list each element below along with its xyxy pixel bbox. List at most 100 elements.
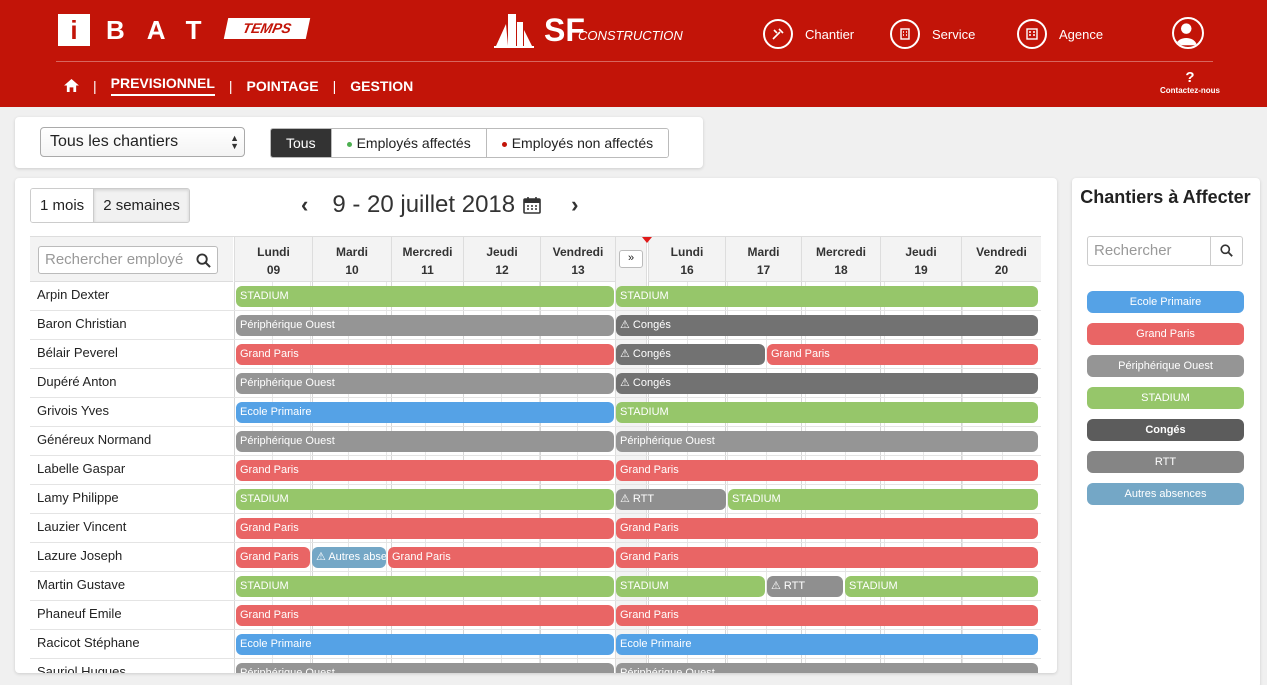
building-icon (890, 19, 920, 49)
assignment-label: Périphérique Ouest (240, 667, 335, 673)
calendar-icon[interactable] (523, 196, 541, 214)
home-icon[interactable] (64, 79, 79, 92)
site-select[interactable]: Tous les chantiers ▲ ▼ (40, 127, 245, 157)
filter-all[interactable]: Tous (271, 129, 332, 157)
employee-name[interactable]: Phaneuf Emile (37, 606, 122, 621)
search-icon[interactable] (196, 253, 211, 268)
ibat-logo-i[interactable]: i (58, 14, 90, 46)
employee-row: Sauriol Hugues Périphérique Ouest Périphér… (30, 659, 1041, 673)
assignment-bar[interactable]: Périphérique Ouest (236, 373, 614, 394)
employee-name[interactable]: Baron Christian (37, 316, 127, 331)
nav-chantier[interactable]: Chantier (763, 17, 854, 51)
menu-pointage[interactable]: POINTAGE (246, 77, 319, 94)
assignment-bar[interactable]: STADIUM (616, 576, 765, 597)
office-icon (1017, 19, 1047, 49)
employee-name[interactable]: Labelle Gaspar (37, 461, 126, 476)
assignment-bar[interactable]: Périphérique Ouest (236, 431, 614, 452)
nav-service[interactable]: Service (890, 17, 975, 51)
assignment-bar[interactable]: Grand Paris (767, 344, 1038, 365)
assignment-bar[interactable]: Périphérique Ouest (236, 663, 614, 673)
assignment-bar[interactable]: STADIUM (728, 489, 1038, 510)
assignment-bar[interactable]: STADIUM (236, 489, 614, 510)
ibat-logo-text[interactable]: BAT (106, 15, 224, 45)
temps-logo[interactable]: TEMPS (223, 18, 311, 39)
assignment-bar[interactable]: ⚠ Congés (616, 373, 1038, 394)
site-search-placeholder: Rechercher (1094, 242, 1172, 259)
assignment-bar[interactable]: Grand Paris (616, 547, 1038, 568)
assignment-bar[interactable]: Grand Paris (236, 518, 614, 539)
filter-assigned[interactable]: Employés affectés (331, 129, 487, 157)
assignment-label: STADIUM (849, 580, 898, 592)
menu-previsionnel[interactable]: PREVISIONNEL (110, 75, 215, 96)
filter-unassigned[interactable]: Employés non affectés (486, 129, 669, 157)
help-contact[interactable]: ? Contactez-nous (1150, 70, 1230, 96)
chevron-left-icon[interactable]: ‹ (301, 192, 309, 217)
day-divider (234, 282, 235, 673)
employee-name[interactable]: Racicot Stéphane (37, 635, 140, 650)
assignment-bar[interactable]: Périphérique Ouest (236, 315, 614, 336)
employee-name[interactable]: Lauzier Vincent (37, 519, 127, 534)
assignment-bar[interactable]: Grand Paris (616, 460, 1038, 481)
assignment-bar[interactable]: Ecole Primaire (236, 402, 614, 423)
site-pill[interactable]: STADIUM (1087, 387, 1244, 409)
assignment-bar[interactable]: ⚠ Congés (616, 315, 1038, 336)
chevron-right-icon[interactable]: › (571, 192, 579, 217)
assignment-bar[interactable]: Périphérique Ouest (616, 431, 1038, 452)
today-marker-icon (642, 237, 652, 243)
assignment-bar[interactable]: Grand Paris (236, 605, 614, 626)
employee-name[interactable]: Lazure Joseph (37, 548, 123, 563)
assignment-bar[interactable]: Ecole Primaire (236, 634, 614, 655)
nav-agence[interactable]: Agence (1017, 17, 1103, 51)
assignment-bar[interactable]: ⚠ RTT (767, 576, 843, 597)
company-logo-sf: SF (544, 12, 585, 48)
employee-name[interactable]: Généreux Normand (37, 432, 152, 447)
assignment-bar[interactable]: Grand Paris (616, 518, 1038, 539)
employee-name[interactable]: Sauriol Hugues (37, 664, 126, 673)
assignment-bar[interactable]: ⚠ Congés (616, 344, 765, 365)
employee-row: Phaneuf Emile Grand Paris Grand Paris (30, 601, 1041, 630)
employee-name[interactable]: Martin Gustave (37, 577, 126, 592)
employee-name[interactable]: Bélair Peverel (37, 345, 118, 360)
assignment-bar[interactable]: STADIUM (616, 402, 1038, 423)
assignment-bar[interactable]: Périphérique Ouest (616, 663, 1038, 673)
user-avatar-icon[interactable] (1172, 17, 1204, 49)
site-pill[interactable]: Congés (1087, 419, 1244, 441)
assignment-bar[interactable]: Grand Paris (616, 605, 1038, 626)
site-pill[interactable]: Grand Paris (1087, 323, 1244, 345)
assignment-bar[interactable]: Grand Paris (236, 547, 310, 568)
site-search-button[interactable] (1210, 237, 1242, 265)
assignment-bar[interactable]: Grand Paris (236, 344, 614, 365)
employee-name[interactable]: Grivois Yves (37, 403, 110, 418)
assignment-bar[interactable]: ⚠ Autres absences (312, 547, 386, 568)
day-header: Lundi 09 (234, 237, 312, 282)
menu-gestion[interactable]: GESTION (350, 77, 414, 94)
employee-row: Baron Christian Périphérique Ouest ⚠ Congé… (30, 311, 1041, 340)
site-pill[interactable]: Périphérique Ouest (1087, 355, 1244, 377)
expand-button[interactable]: » (619, 250, 643, 268)
employee-name[interactable]: Lamy Philippe (37, 490, 119, 505)
assignment-bar[interactable]: STADIUM (236, 576, 614, 597)
assignment-bar[interactable]: Ecole Primaire (616, 634, 1038, 655)
assignment-bar[interactable]: STADIUM (616, 286, 1038, 307)
assignment-bar[interactable]: Grand Paris (388, 547, 614, 568)
assignment-bar[interactable]: ⚠ RTT (616, 489, 726, 510)
site-pill[interactable]: RTT (1087, 451, 1244, 473)
assignment-bar[interactable]: Grand Paris (236, 460, 614, 481)
employee-search-input[interactable]: Rechercher employé (38, 246, 218, 274)
site-pill[interactable]: Ecole Primaire (1087, 291, 1244, 313)
site-search-input[interactable]: Rechercher (1087, 236, 1243, 266)
day-header: Vendredi 20 (961, 237, 1041, 282)
employee-name[interactable]: Dupéré Anton (37, 374, 117, 389)
assignment-bar[interactable]: STADIUM (236, 286, 614, 307)
green-dot-icon (346, 141, 352, 147)
employee-name[interactable]: Arpin Dexter (37, 287, 110, 302)
range-1-month[interactable]: 1 mois (31, 189, 94, 222)
day-number: 17 (756, 263, 771, 277)
employee-row: Dupéré Anton Périphérique Ouest ⚠ Congés (30, 369, 1041, 398)
assignment-bar[interactable]: STADIUM (845, 576, 1038, 597)
day-name: Mardi (335, 245, 368, 259)
app-header: i BAT TEMPS SF CONSTRUCTION Chantier Ser… (0, 0, 1267, 107)
day-number: 12 (495, 263, 509, 277)
range-2-weeks[interactable]: 2 semaines (93, 189, 189, 222)
site-pill[interactable]: Autres absences (1087, 483, 1244, 505)
